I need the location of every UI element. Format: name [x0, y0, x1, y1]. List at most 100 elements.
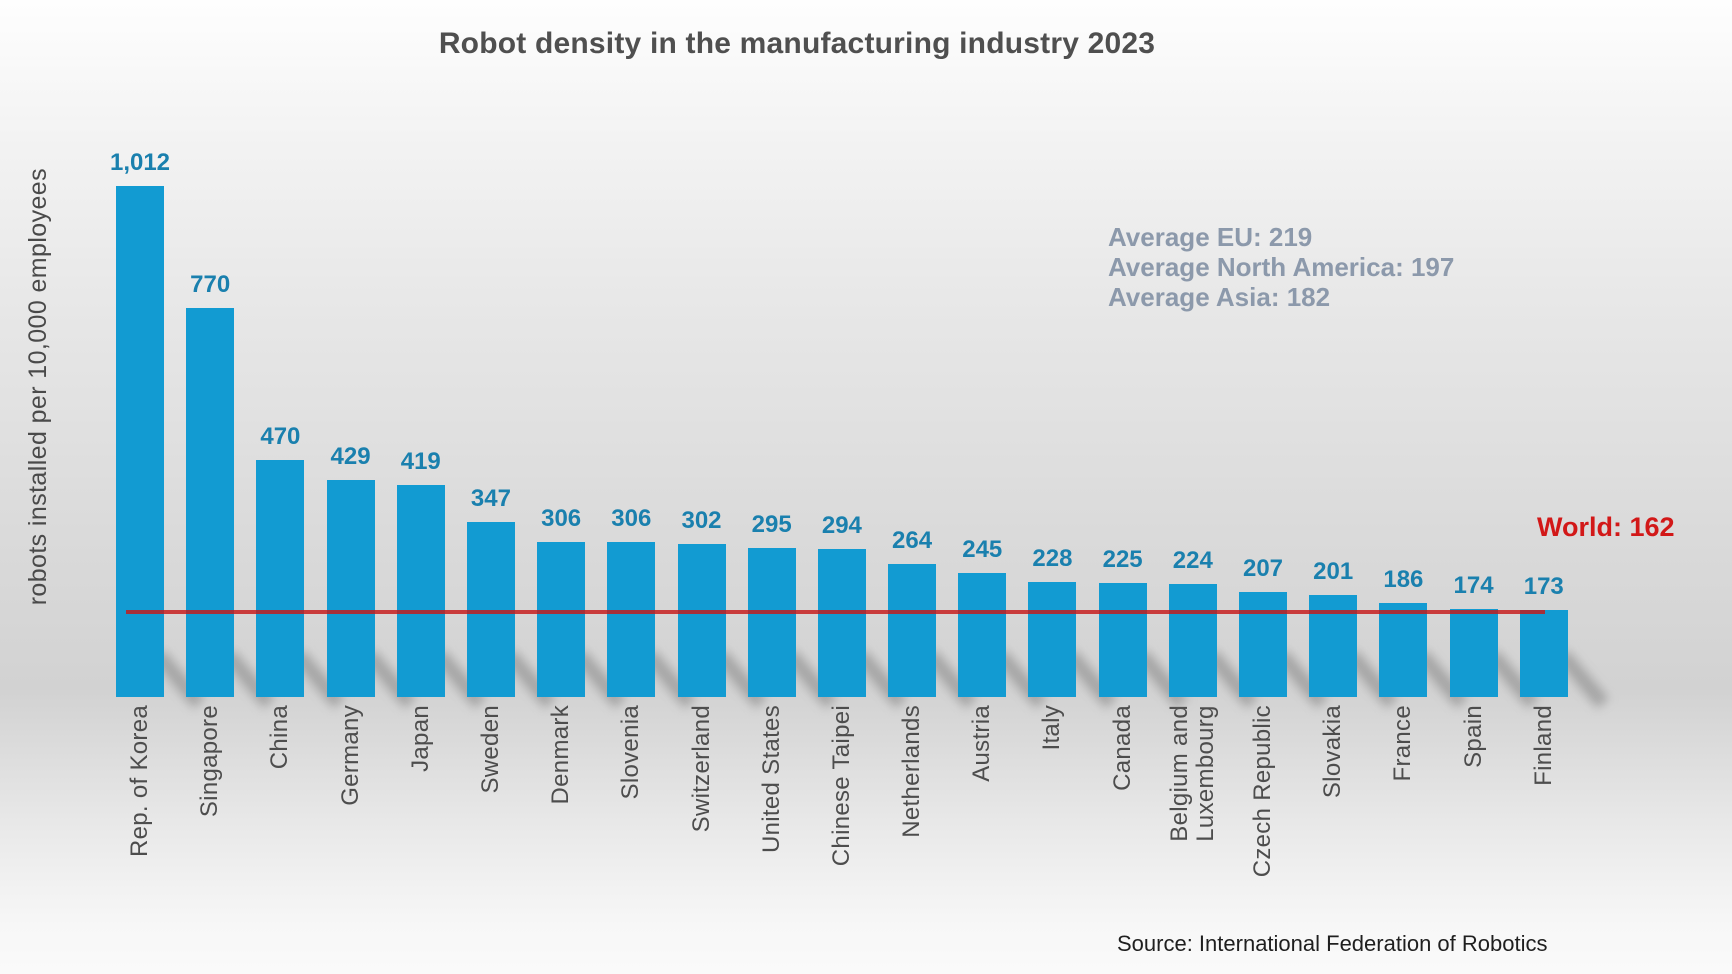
category-label: Austria	[968, 705, 996, 782]
average-north-america-text: Average North America: 197	[1108, 252, 1455, 282]
bar	[1098, 583, 1147, 697]
category-label: Belgium and Luxembourg	[1165, 705, 1219, 842]
x-axis-cell: Rep. of Korea	[116, 705, 164, 890]
x-axis-cell: Italy	[1028, 705, 1076, 890]
x-axis-cell: China	[256, 705, 304, 890]
bar-column: 295	[747, 135, 796, 697]
bar-column: 173	[1519, 135, 1568, 697]
bar	[326, 480, 375, 697]
bar	[1519, 610, 1568, 697]
bar-column: 225	[1098, 135, 1147, 697]
bar-column: 207	[1239, 135, 1287, 697]
category-label: United States	[757, 705, 785, 853]
x-axis-cell: Switzerland	[678, 705, 726, 890]
bar-value-label: 295	[751, 511, 792, 538]
bar-value-label: 770	[190, 271, 231, 298]
bar-column: 347	[466, 135, 515, 697]
x-axis-cell: Denmark	[537, 705, 585, 890]
bar-value-label: 419	[400, 448, 441, 475]
category-label: Sweden	[476, 705, 504, 794]
category-label: Japan	[406, 705, 434, 772]
x-axis-cell: Slovenia	[607, 705, 655, 890]
bar-value-label: 264	[892, 527, 933, 554]
bar-value-label: 186	[1383, 566, 1424, 593]
average-eu-text: Average EU: 219	[1108, 222, 1313, 252]
x-axis-cell: Canada	[1099, 705, 1147, 890]
bar-column: 228	[1028, 135, 1077, 697]
bar-value-label: 347	[470, 485, 511, 512]
bar-value-label: 302	[681, 507, 722, 534]
category-label: Slovenia	[617, 705, 645, 800]
bar-value-label: 201	[1313, 558, 1354, 585]
x-axis-cell: Finland	[1520, 705, 1568, 890]
category-label: France	[1389, 705, 1417, 782]
bar	[1028, 582, 1077, 697]
bar-column: 294	[817, 135, 866, 697]
bar	[1449, 609, 1498, 697]
chart-title: Robot density in the manufacturing indus…	[438, 27, 1156, 60]
x-axis-cell: Austria	[958, 705, 1006, 890]
bar-value-label: 306	[541, 505, 582, 532]
category-label: Slovakia	[1319, 705, 1347, 799]
bar	[396, 485, 445, 697]
world-average-label: World: 162	[1537, 512, 1675, 542]
x-axis-cell: Singapore	[186, 705, 234, 890]
bar	[1239, 592, 1287, 697]
category-label: Netherlands	[898, 705, 926, 838]
bar	[537, 542, 586, 697]
category-label: Czech Republic	[1249, 705, 1276, 878]
bar-column: 419	[396, 135, 445, 697]
bar-value-label: 174	[1453, 572, 1494, 599]
category-label: Germany	[336, 705, 364, 806]
bar-value-label: 306	[611, 505, 652, 532]
bar-value-label: 173	[1523, 573, 1564, 600]
bar	[747, 548, 796, 697]
x-axis-cell: Chinese Taipei	[818, 705, 866, 890]
world-average-line	[126, 610, 1545, 614]
bar-value-label: 207	[1242, 555, 1284, 582]
bar-value-label: 1,012	[109, 149, 171, 176]
bar	[1168, 584, 1217, 697]
bar-column: 429	[326, 135, 375, 697]
averages-annotation: Average EU: 219 Average North America: 1…	[1108, 222, 1454, 312]
category-label: Chinese Taipei	[827, 705, 855, 867]
x-axis-cell: Japan	[397, 705, 445, 890]
x-axis-cell: Belgium and Luxembourg	[1165, 705, 1219, 890]
bar	[677, 544, 726, 697]
category-label: Singapore	[196, 705, 224, 818]
bar	[817, 549, 866, 697]
bar-column: 264	[888, 135, 937, 697]
bar-value-label: 429	[330, 443, 371, 470]
x-axis-cell: Spain	[1450, 705, 1498, 890]
bar-column: 470	[256, 135, 305, 697]
bar-value-label: 245	[962, 536, 1003, 563]
category-label: Finland	[1529, 705, 1557, 786]
x-axis-cell: France	[1379, 705, 1427, 890]
category-label: Spain	[1459, 705, 1487, 768]
y-axis-label: robots installed per 10,000 employees	[24, 168, 52, 606]
category-label: Rep. of Korea	[126, 705, 153, 857]
category-label: Denmark	[547, 705, 575, 805]
x-axis-cell: Netherlands	[888, 705, 936, 890]
bar	[607, 542, 656, 697]
x-axis-cell: United States	[748, 705, 796, 890]
bar-value-label: 228	[1032, 545, 1073, 572]
source-note: Source: International Federation of Robo…	[1117, 931, 1548, 956]
x-axis-cell: Sweden	[467, 705, 515, 890]
category-label: China	[266, 705, 294, 770]
x-axis-cell: Germany	[327, 705, 375, 890]
bar	[466, 522, 515, 697]
bar-column: 770	[186, 135, 235, 697]
bar-value-label: 225	[1102, 546, 1143, 573]
bar	[116, 186, 164, 697]
bar-value-label: 470	[260, 423, 301, 450]
bar-column: 306	[537, 135, 586, 697]
bar-column: 245	[958, 135, 1007, 697]
average-asia-text: Average Asia: 182	[1108, 282, 1331, 312]
bar	[256, 460, 305, 697]
bar-column: 306	[607, 135, 656, 697]
bar-column: 186	[1379, 135, 1428, 697]
category-label: Switzerland	[687, 705, 715, 833]
bar-column: 174	[1449, 135, 1498, 697]
